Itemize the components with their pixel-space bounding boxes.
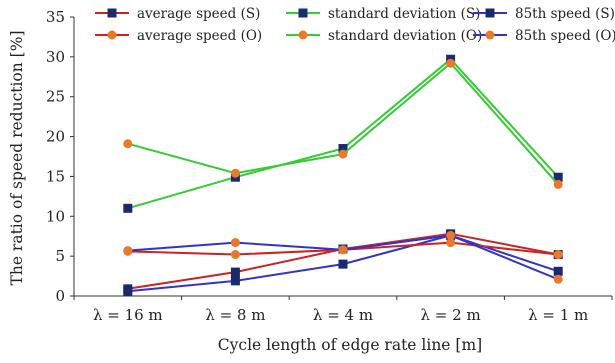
series-4 bbox=[123, 58, 563, 189]
data-point bbox=[123, 246, 133, 256]
x-tick-label: λ = 2 m bbox=[421, 306, 481, 324]
y-tick-label: 0 bbox=[55, 287, 65, 305]
data-point bbox=[338, 149, 348, 159]
x-axis: λ = 16 m λ = 8 m λ = 4 m λ = 2 m λ = 1 m bbox=[73, 295, 613, 324]
data-point bbox=[338, 245, 348, 255]
series-5 bbox=[123, 230, 563, 284]
data-point bbox=[338, 259, 348, 269]
legend-swatch-marker bbox=[298, 30, 308, 40]
series-line bbox=[127, 58, 559, 210]
legend-item: 85th speed (S) bbox=[473, 6, 615, 22]
series-1 bbox=[123, 54, 563, 213]
x-tick-label: λ = 1 m bbox=[528, 306, 588, 324]
y-tick-label: 30 bbox=[46, 48, 65, 66]
legend-label: average speed (S) bbox=[137, 6, 260, 22]
legend-item: average speed (O) bbox=[95, 28, 262, 44]
data-point bbox=[338, 144, 348, 154]
data-point bbox=[446, 230, 456, 240]
data-point bbox=[230, 250, 240, 260]
legend-item: standard deviation (S) bbox=[286, 6, 480, 22]
y-tick-label: 15 bbox=[46, 167, 65, 185]
y-tick-label: 20 bbox=[46, 128, 65, 146]
y-axis-title: The ratio of speed reduction [%] bbox=[8, 30, 26, 285]
data-point bbox=[230, 168, 240, 178]
data-point bbox=[123, 139, 133, 149]
y-tick-label: 25 bbox=[46, 88, 65, 106]
y-tick-label: 10 bbox=[46, 207, 65, 225]
y-axis: 0 5 10 15 20 25 30 35 bbox=[46, 8, 75, 305]
legend-swatch-marker bbox=[107, 30, 117, 40]
y-tick-label: 35 bbox=[46, 8, 65, 26]
legend-swatch-marker bbox=[485, 8, 495, 18]
data-point bbox=[123, 203, 133, 213]
legend-label: 85th speed (O) bbox=[515, 28, 615, 44]
legend-item: average speed (S) bbox=[95, 6, 260, 22]
data-point bbox=[553, 172, 563, 182]
legend: average speed (S) standard deviation (S) 8… bbox=[95, 6, 615, 44]
x-tick-label: λ = 16 m bbox=[93, 306, 163, 324]
data-point bbox=[553, 266, 563, 276]
y-tick-label: 5 bbox=[55, 247, 65, 265]
legend-item: standard deviation (O) bbox=[286, 28, 482, 44]
legend-label: average speed (O) bbox=[137, 28, 262, 44]
legend-swatch-marker bbox=[298, 8, 308, 18]
data-point bbox=[446, 58, 456, 68]
x-tick-label: λ = 4 m bbox=[313, 306, 373, 324]
data-point bbox=[230, 238, 240, 248]
x-axis-title: Cycle length of edge rate line [m] bbox=[218, 336, 482, 354]
data-point bbox=[553, 250, 563, 260]
legend-label: standard deviation (S) bbox=[328, 6, 480, 22]
legend-swatch-marker bbox=[107, 8, 117, 18]
legend-label: standard deviation (O) bbox=[328, 28, 482, 44]
legend-swatch-marker bbox=[485, 30, 495, 40]
data-point bbox=[553, 274, 563, 284]
legend-item: 85th speed (O) bbox=[473, 28, 615, 44]
data-point bbox=[230, 276, 240, 286]
series-line bbox=[127, 62, 559, 186]
data-point bbox=[553, 179, 563, 189]
data-point bbox=[123, 286, 133, 296]
data-point bbox=[230, 267, 240, 277]
series-layer bbox=[123, 54, 563, 296]
x-tick-label: λ = 8 m bbox=[205, 306, 265, 324]
legend-label: 85th speed (S) bbox=[515, 6, 615, 22]
series-2 bbox=[123, 230, 563, 296]
data-point bbox=[446, 238, 456, 248]
